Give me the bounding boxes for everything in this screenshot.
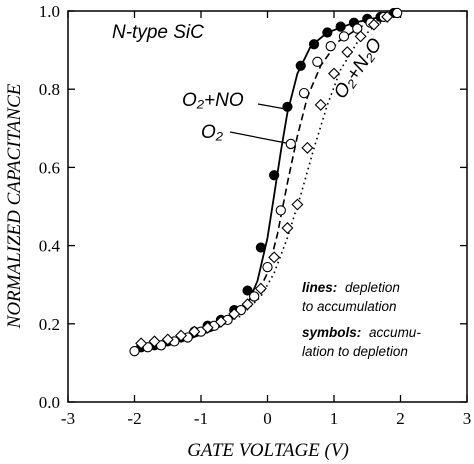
- data-point: [241, 298, 254, 311]
- data-point: [135, 337, 148, 350]
- axis-ticks: -3 -2 -1 0 1 2 3 0.0 0.2 0.4 0.6 0.8 1.0: [39, 2, 472, 428]
- data-point: [328, 67, 340, 80]
- x-tick-label: 2: [396, 409, 405, 428]
- data-point: [242, 285, 253, 296]
- data-point: [175, 329, 188, 342]
- x-tick-label: 3: [463, 409, 472, 428]
- data-point: [314, 98, 327, 111]
- data-point: [352, 23, 363, 34]
- x-tick-label: 0: [263, 409, 272, 428]
- y-tick-label: 0.2: [39, 315, 60, 334]
- data-point: [201, 321, 214, 334]
- data-point: [338, 31, 350, 42]
- legend-symbols-title: symbols:: [302, 325, 361, 340]
- data-point: [269, 170, 280, 181]
- data-point: [381, 10, 394, 23]
- data-point: [275, 205, 286, 216]
- data-point: [308, 39, 320, 50]
- data-point: [291, 198, 304, 211]
- o2no-label: O₂+NO: [182, 90, 244, 111]
- x-tick-label: -1: [194, 409, 208, 428]
- data-point: [335, 21, 346, 32]
- data-point: [312, 56, 323, 67]
- legend-symbols-text: accumu-: [369, 325, 421, 340]
- x-tick-label: -3: [61, 409, 75, 428]
- y-tick-label: 0.8: [39, 80, 60, 99]
- y-axis-title: NORMALIZED CAPACITANCE: [4, 83, 25, 329]
- data-point: [129, 346, 140, 357]
- data-point: [341, 46, 354, 59]
- data-point: [325, 41, 336, 52]
- data-point: [281, 222, 294, 234]
- data-point: [262, 261, 273, 273]
- o2no-arrow: [257, 103, 292, 111]
- o2-label: O₂: [201, 122, 224, 143]
- data-point: [254, 282, 267, 295]
- x-tick-label: -2: [127, 409, 141, 428]
- data-point: [301, 141, 314, 154]
- data-point: [228, 308, 241, 321]
- data-point: [268, 251, 281, 264]
- x-axis-title: GATE VOLTAGE (V): [187, 440, 349, 461]
- legend-note: lines: depletion to accumulation symbols…: [302, 280, 421, 359]
- data-point: [354, 30, 367, 43]
- y-tick-label: 0.4: [39, 237, 61, 256]
- data-point: [214, 315, 227, 328]
- o2-arrow: [229, 131, 287, 144]
- data-point: [367, 18, 380, 31]
- data-point: [255, 242, 266, 253]
- y-tick-label: 0.0: [39, 393, 60, 412]
- legend-symbols-line1: symbols: accumu-: [302, 325, 421, 340]
- legend-lines-line1: lines: depletion: [302, 280, 400, 295]
- legend-lines-text: depletion: [345, 280, 400, 295]
- o2n2o-label: O₂+N₂O: [330, 34, 387, 103]
- material-label: N-type SiC: [112, 22, 204, 43]
- series-markers: [129, 7, 403, 357]
- data-point: [161, 333, 174, 346]
- legend-lines-line2: to accumulation: [302, 299, 397, 314]
- legend-lines-title: lines:: [302, 280, 337, 295]
- data-point: [392, 7, 403, 19]
- data-point: [249, 291, 260, 302]
- data-point: [188, 325, 201, 338]
- y-tick-label: 0.6: [39, 158, 60, 177]
- data-point: [322, 27, 333, 38]
- y-tick-label: 1.0: [39, 2, 60, 21]
- data-point: [148, 335, 161, 348]
- legend-symbols-line2: lation to depletion: [302, 344, 408, 359]
- data-point: [295, 60, 306, 71]
- data-point: [298, 87, 310, 99]
- data-point: [285, 138, 296, 150]
- x-tick-label: 1: [330, 409, 339, 428]
